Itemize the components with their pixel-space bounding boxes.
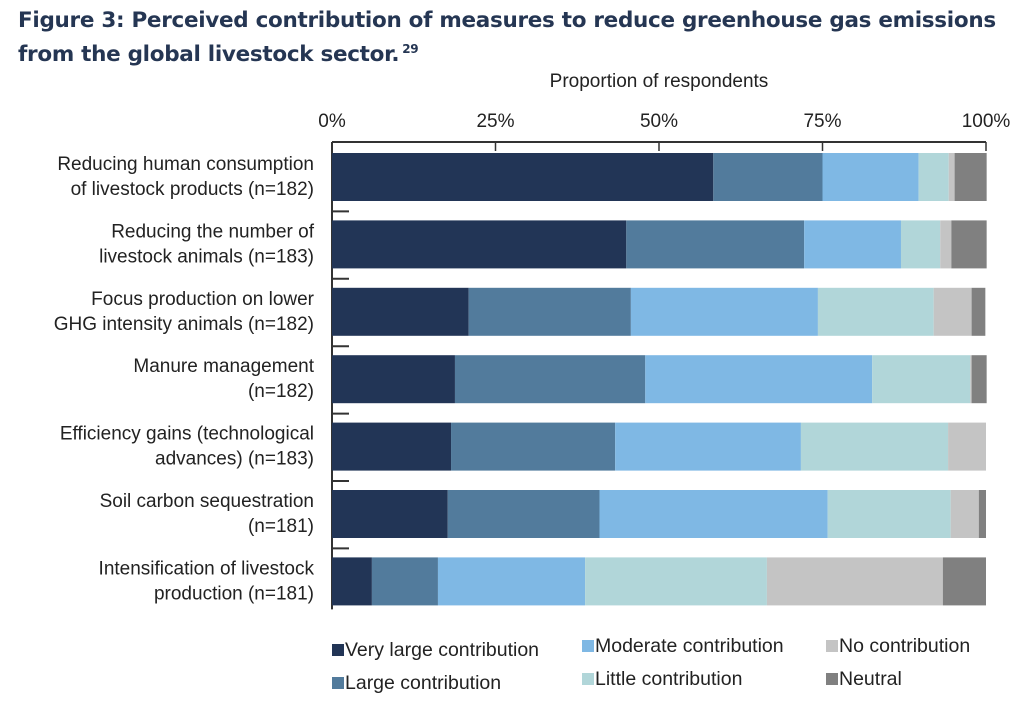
bar-segment [950, 490, 979, 538]
category-labels: Reducing human consumption of livestock p… [54, 154, 315, 604]
bar-segment [804, 220, 901, 269]
bar-segment [437, 557, 586, 606]
legend-item: Little contribution [582, 668, 742, 690]
bar-row [332, 287, 986, 336]
category-label: production (n=181) [154, 583, 314, 604]
bar-segment [332, 287, 469, 336]
legend-swatch [582, 640, 594, 652]
figure-title-line-1: Figure 3: Perceived contribution of meas… [18, 8, 996, 33]
legend-label: Large contribution [345, 672, 501, 694]
legend-swatch [826, 640, 838, 652]
legend-label: Neutral [839, 668, 902, 690]
figure-title: Figure 3: Perceived contribution of meas… [18, 6, 1018, 69]
legend-swatch [332, 644, 344, 656]
legend-label: Little contribution [595, 668, 742, 690]
bar-segment [827, 490, 951, 538]
category-label: Reducing the number of [111, 221, 315, 242]
bar-segment [954, 153, 987, 201]
category-label: Intensification of livestock [99, 558, 315, 579]
x-tick-label: 75% [803, 111, 841, 132]
footnote-ref: 29 [402, 42, 419, 56]
bar-segment [872, 355, 971, 404]
bar-segment [332, 355, 455, 404]
bar-segment [971, 287, 986, 336]
category-label: Efficiency gains (technological [60, 424, 314, 445]
bar-segment [447, 490, 600, 538]
legend-item: Moderate contribution [582, 635, 784, 657]
bar-segment [615, 422, 801, 471]
bar-segment [599, 490, 828, 538]
category-label: Reducing human consumption [57, 154, 314, 175]
category-label: Manure management [133, 356, 314, 377]
bar-segment [918, 153, 949, 201]
bar-segment [454, 355, 646, 404]
bar-segment [766, 557, 943, 606]
bar-segment [978, 490, 986, 538]
bar-segment [468, 287, 631, 336]
bar-row [332, 153, 987, 201]
bar-segment [942, 557, 986, 606]
bar-row [332, 422, 986, 471]
category-label: (n=182) [248, 381, 314, 402]
x-tick-label: 25% [476, 111, 514, 132]
bar-segment [933, 287, 972, 336]
bar-segment [626, 220, 805, 269]
legend-label: Moderate contribution [595, 635, 784, 657]
bar-row [332, 557, 986, 606]
bar-segment [332, 557, 372, 606]
x-tick-label: 0% [318, 111, 346, 132]
x-axis-title: Proportion of respondents [550, 71, 769, 92]
x-tick-label: 100% [962, 111, 1011, 132]
legend-label: No contribution [839, 635, 970, 657]
bar-segment [817, 287, 934, 336]
legend: Very large contribution Large contributio… [332, 635, 970, 694]
bar-segment [585, 557, 767, 606]
bar-segment [900, 220, 941, 269]
legend-item: No contribution [826, 635, 970, 657]
legend-item: Very large contribution [332, 639, 539, 661]
bar-segment [970, 355, 972, 404]
legend-item: Neutral [826, 668, 902, 690]
legend-label: Very large contribution [345, 639, 539, 661]
legend-item: Large contribution [332, 672, 501, 694]
legend-swatch [582, 673, 594, 685]
bar-segment [332, 220, 627, 269]
bar-row [332, 490, 986, 538]
x-tick-label: 50% [640, 111, 678, 132]
category-label: advances) (n=183) [155, 449, 314, 470]
bar-segment [951, 220, 987, 269]
x-axis-ticks: 0% 25% 50% 75% 100% [318, 111, 1010, 151]
category-label: (n=181) [248, 516, 314, 537]
bar-segment [822, 153, 919, 201]
category-label: of livestock products (n=182) [71, 179, 314, 200]
bar-segment [940, 220, 952, 269]
figure-title-line-2: from the global livestock sector. [18, 42, 400, 67]
bar-segment [630, 287, 818, 336]
bar-segment [948, 153, 955, 201]
bar-segment [332, 153, 714, 201]
bars [332, 153, 987, 606]
legend-swatch [826, 673, 838, 685]
bar-segment [371, 557, 438, 606]
bar-segment [332, 490, 448, 538]
legend-swatch [332, 677, 344, 689]
bar-segment [800, 422, 949, 471]
category-label: Soil carbon sequestration [100, 491, 314, 512]
bar-segment [332, 422, 452, 471]
category-label: livestock animals (n=183) [99, 246, 314, 267]
bar-row [332, 220, 987, 269]
figure-title-line-2-wrap: from the global livestock sector. 29 [18, 35, 1018, 69]
category-label: Focus production on lower [91, 289, 315, 310]
category-label: GHG intensity animals (n=182) [54, 314, 314, 335]
bar-segment [645, 355, 873, 404]
bar-segment [451, 422, 616, 471]
bar-segment [971, 355, 987, 404]
bar-segment [948, 422, 986, 471]
bar-segment [713, 153, 823, 201]
bar-row [332, 355, 987, 404]
